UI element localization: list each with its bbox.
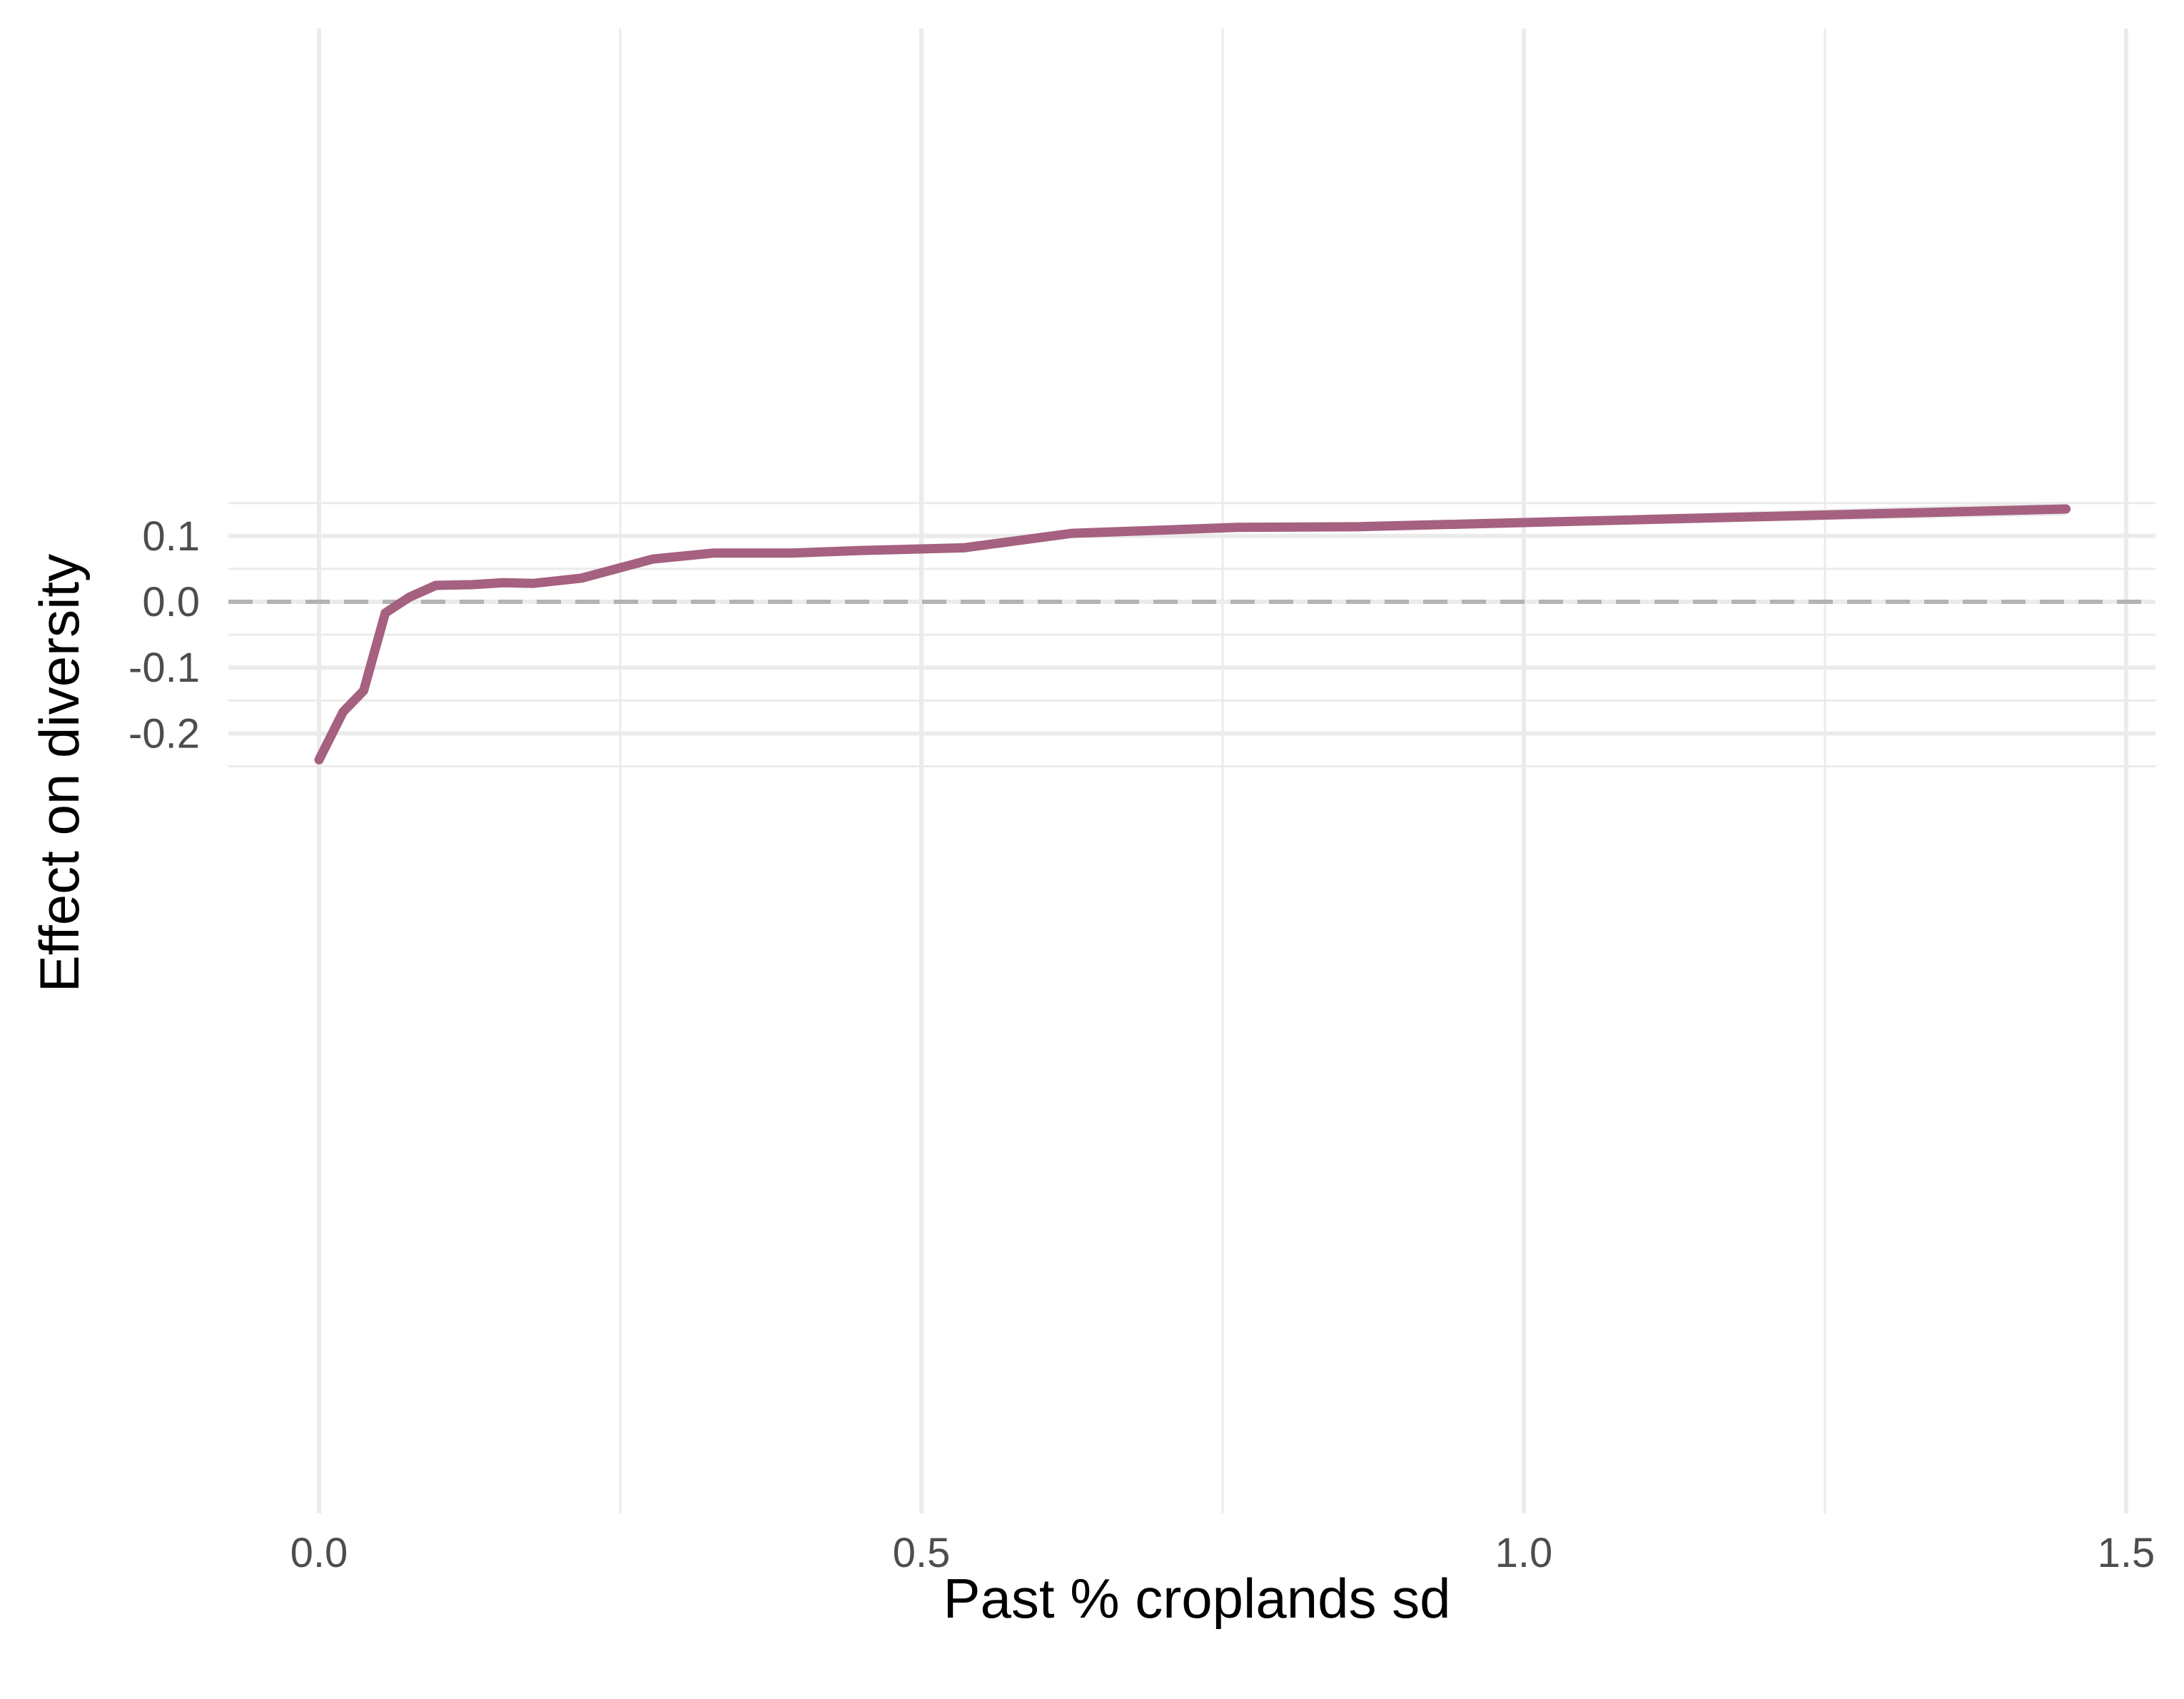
x-tick-labels: 0.0 0.5 1.0 1.5 [290,1530,2155,1576]
effect-line [314,504,2071,765]
y-tick-labels: -0.2 -0.1 0.0 0.1 [128,513,200,757]
minor-gridlines [228,29,2155,1513]
y-tick-label: -0.2 [128,710,200,757]
y-tick-label: 0.1 [142,513,200,560]
x-tick-label: 0.5 [893,1530,951,1576]
series-lines [314,504,2071,765]
x-tick-label: 1.5 [2098,1530,2155,1576]
x-tick-label: 0.0 [290,1530,348,1576]
x-axis-title: Past % croplands sd [943,1567,1450,1630]
major-gridlines [228,29,2155,1513]
x-tick-label: 1.0 [1495,1530,1553,1576]
confidence-band [319,501,2066,772]
y-axis-title: Effect on diversity [28,554,91,992]
confidence-bands [319,501,2066,772]
y-tick-label: 0.0 [142,579,200,625]
y-tick-label: -0.1 [128,645,200,691]
